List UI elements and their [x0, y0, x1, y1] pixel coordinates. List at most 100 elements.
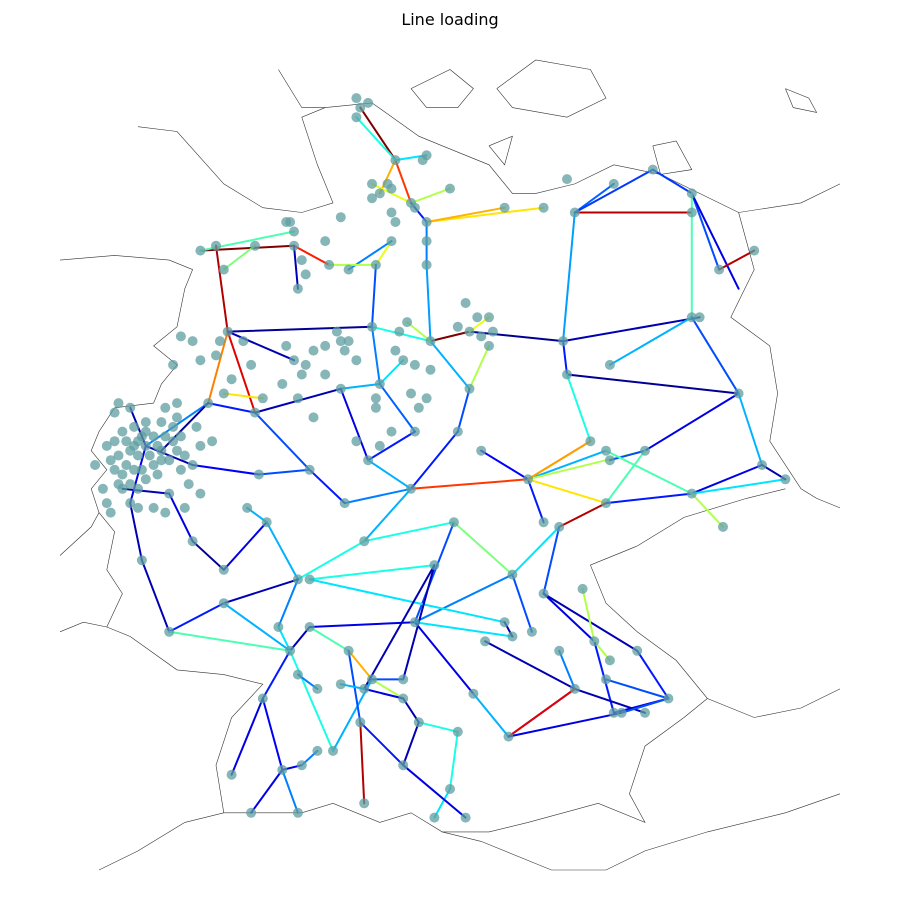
- transmission-line: [690, 478, 787, 495]
- transmission-line: [363, 687, 405, 700]
- border-line: [652, 140, 693, 175]
- bus-node: [218, 388, 229, 399]
- bus-node: [386, 207, 397, 218]
- bus-node: [402, 317, 413, 328]
- bus-node: [714, 264, 725, 275]
- bus-node: [406, 388, 416, 399]
- transmission-line: [277, 578, 299, 628]
- bus-node: [589, 636, 600, 647]
- transmission-line: [226, 325, 373, 333]
- transmission-line: [542, 525, 561, 595]
- transmission-line: [690, 316, 740, 395]
- transmission-line: [558, 649, 576, 690]
- bus-node: [187, 536, 198, 547]
- bus-node: [386, 236, 397, 247]
- bus-node: [320, 236, 331, 247]
- bus-node: [125, 498, 136, 509]
- bus-node: [218, 264, 229, 275]
- bus-node: [398, 760, 409, 771]
- bus-node: [398, 674, 409, 685]
- bus-node: [686, 312, 697, 323]
- bus-node: [335, 679, 346, 690]
- bus-node: [452, 321, 463, 332]
- bus-node: [140, 426, 151, 437]
- bus-node: [445, 784, 455, 794]
- bus-node: [608, 707, 619, 718]
- transmission-line: [222, 521, 268, 571]
- bus-node: [133, 450, 143, 461]
- bus-node: [133, 483, 143, 494]
- bus-node: [113, 398, 124, 409]
- transmission-line: [429, 340, 471, 390]
- transmission-line: [281, 768, 299, 814]
- bus-node: [409, 426, 420, 437]
- border-line: [730, 212, 841, 509]
- bus-node: [195, 355, 206, 366]
- page-title: Line loading: [401, 10, 499, 29]
- bus-node: [367, 178, 377, 189]
- bus-node: [214, 336, 225, 347]
- transmission-line: [394, 159, 412, 204]
- bus-node: [499, 617, 510, 628]
- transmission-line: [254, 411, 311, 471]
- bus-node: [117, 426, 128, 437]
- bus-node: [499, 202, 510, 213]
- bus-node: [320, 340, 331, 351]
- bus-node: [300, 269, 311, 280]
- bus-node: [608, 178, 619, 189]
- bus-node: [129, 421, 140, 432]
- bus-node: [109, 407, 120, 418]
- bus-node: [140, 440, 151, 451]
- transmission-line: [562, 316, 701, 343]
- transmission-line: [425, 206, 506, 223]
- transmission-line: [472, 692, 510, 738]
- transmission-line: [367, 459, 412, 490]
- bus-node: [780, 474, 791, 485]
- bus-node: [292, 669, 303, 680]
- bus-node: [179, 502, 190, 513]
- transmission-line: [355, 116, 397, 162]
- transmission-line: [413, 573, 514, 624]
- border-line: [184, 698, 708, 833]
- bus-node: [421, 393, 432, 404]
- bus-node: [359, 683, 370, 694]
- bus-node: [140, 417, 151, 428]
- transmission-line: [402, 764, 467, 819]
- transmission-line: [168, 492, 194, 543]
- bus-node: [105, 455, 116, 466]
- transmission-line: [222, 602, 292, 652]
- bus-node: [292, 283, 303, 294]
- border-line: [410, 69, 474, 108]
- transmission-line: [168, 630, 292, 652]
- bus-node: [647, 164, 658, 175]
- bus-node: [351, 93, 362, 104]
- transmission-line: [215, 244, 229, 333]
- transmission-line: [425, 263, 432, 343]
- transmission-line: [527, 440, 592, 481]
- transmission-line: [265, 521, 299, 581]
- transmission-line: [566, 373, 740, 395]
- bus-node: [179, 450, 190, 461]
- bus-node: [374, 188, 385, 199]
- bus-node: [195, 245, 206, 256]
- bus-node: [281, 217, 292, 227]
- bus-node: [164, 455, 175, 466]
- bus-node: [172, 398, 182, 409]
- buses-layer: [90, 93, 791, 823]
- bus-node: [144, 450, 155, 461]
- transmission-line: [573, 168, 654, 214]
- transmission-line: [410, 430, 459, 490]
- transmission-line: [371, 325, 381, 385]
- border-line: [98, 822, 185, 871]
- bus-node: [367, 193, 377, 204]
- bus-node: [304, 574, 315, 585]
- bus-node: [562, 369, 572, 380]
- bus-node: [175, 431, 186, 442]
- bus-node: [484, 312, 494, 323]
- bus-node: [409, 617, 420, 628]
- transmission-line: [378, 159, 397, 195]
- transmission-line: [308, 578, 506, 624]
- bus-node: [218, 564, 229, 575]
- transmission-line: [413, 621, 475, 695]
- bus-node: [292, 393, 303, 404]
